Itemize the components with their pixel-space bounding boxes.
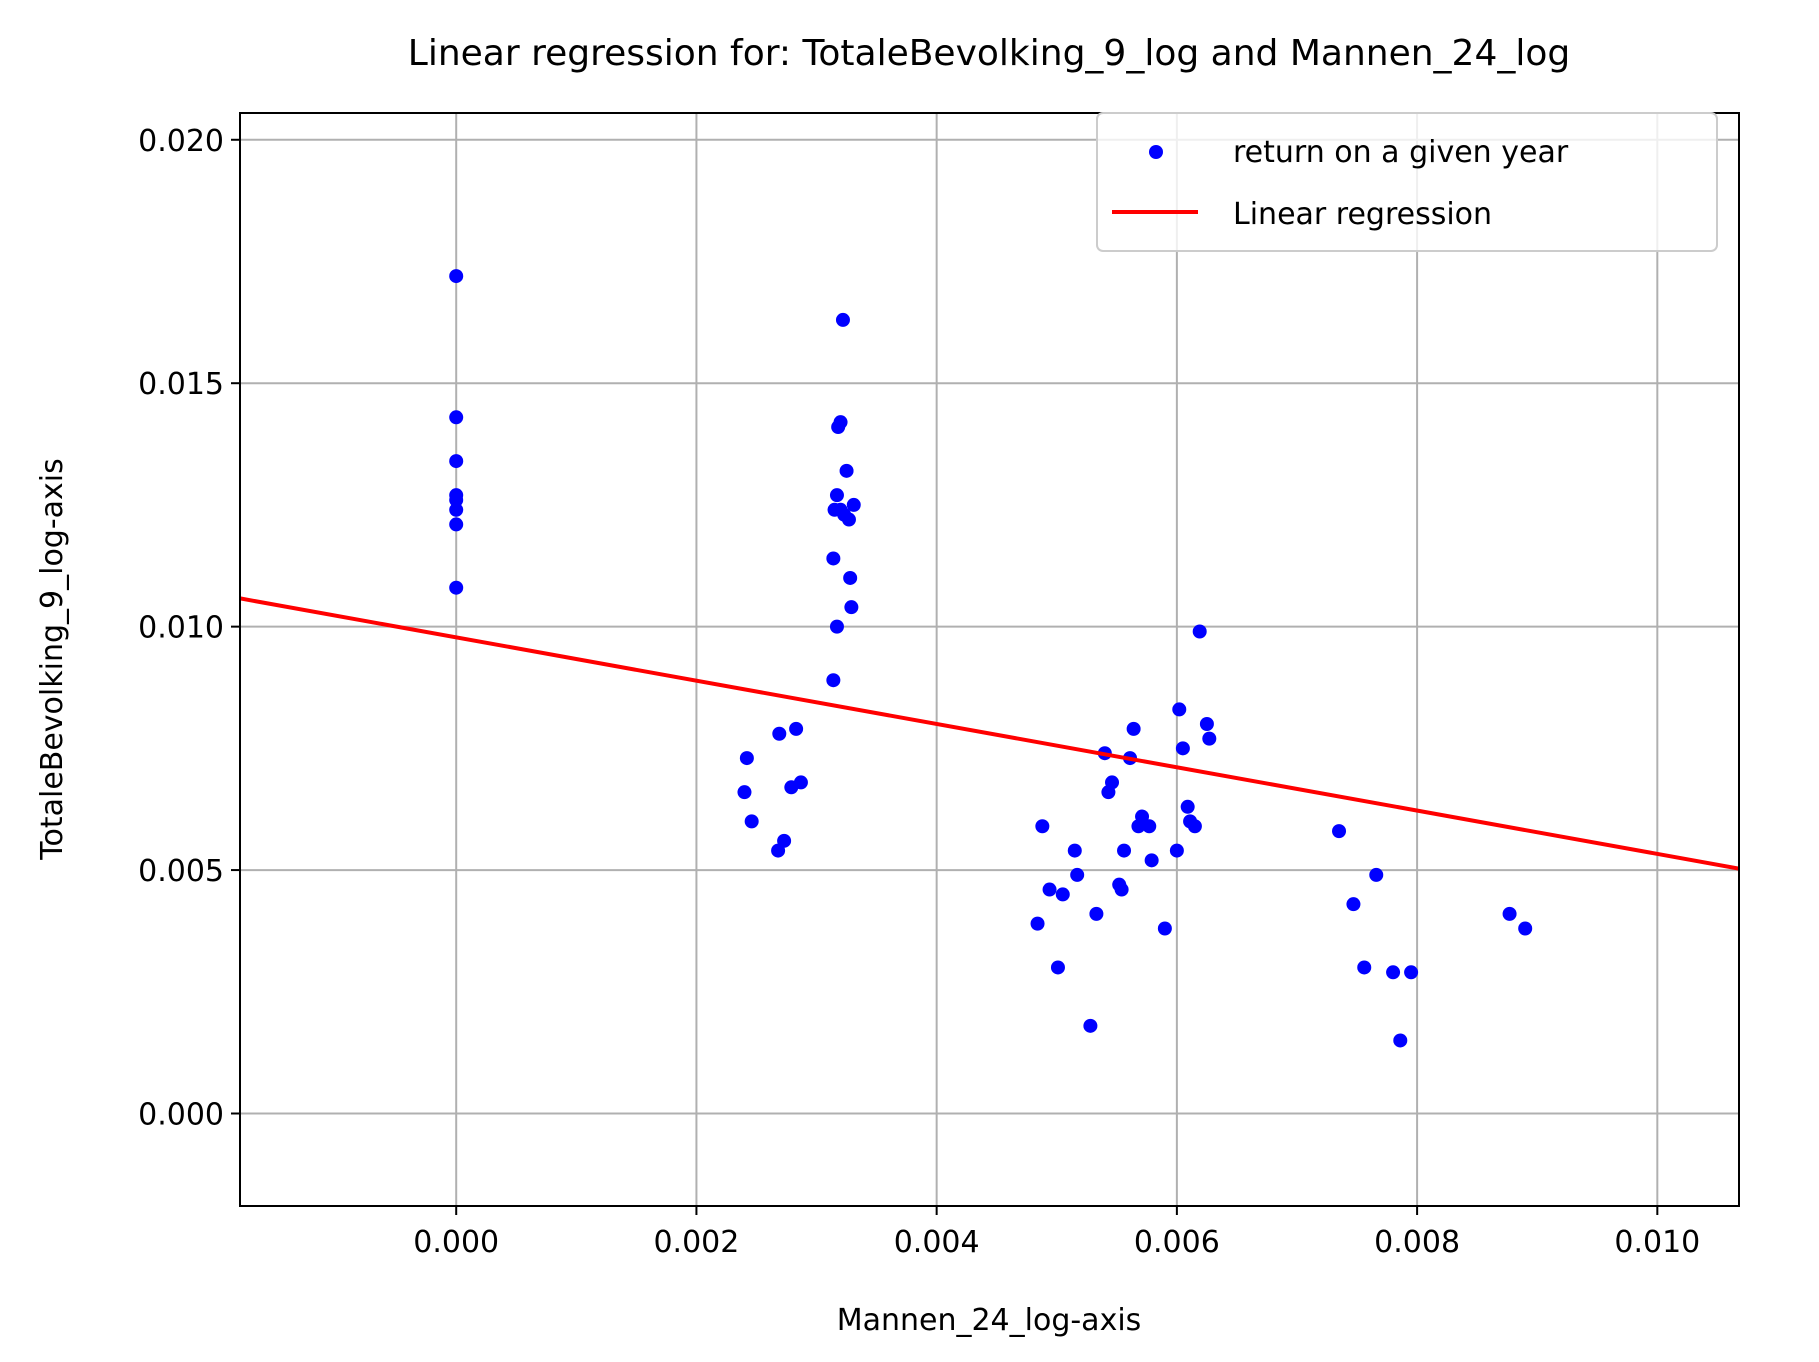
scatter-point bbox=[1144, 853, 1159, 868]
regression-line-series bbox=[240, 596, 1739, 871]
chart-title: Linear regression for: TotaleBevolking_9… bbox=[408, 33, 1570, 74]
scatter-series bbox=[449, 269, 1533, 1048]
scatter-point bbox=[826, 551, 841, 566]
scatter-point bbox=[1393, 1033, 1408, 1048]
scatter-point bbox=[1089, 906, 1104, 921]
scatter-point bbox=[784, 780, 799, 795]
x-axis-label: Mannen_24_log-axis bbox=[837, 1303, 1142, 1338]
scatter-point bbox=[1055, 887, 1070, 902]
scatter-point bbox=[1369, 867, 1384, 882]
scatter-point bbox=[744, 814, 759, 829]
scatter-point bbox=[1332, 824, 1347, 839]
scatter-point bbox=[1042, 882, 1057, 897]
scatter-point bbox=[1180, 799, 1195, 814]
y-axis-label: TotaleBevolking_9_log-axis bbox=[35, 458, 70, 861]
scatter-point bbox=[1035, 819, 1050, 834]
regression-line bbox=[240, 596, 1739, 871]
scatter-point bbox=[1357, 960, 1372, 975]
legend-box bbox=[1096, 112, 1718, 252]
scatter-point bbox=[1067, 843, 1082, 858]
x-tick-label: 0.000 bbox=[413, 1225, 499, 1260]
y-tick-label: 0.020 bbox=[138, 124, 224, 159]
plot-area bbox=[240, 269, 1739, 1048]
y-tick-label: 0.005 bbox=[138, 854, 224, 889]
scatter-point bbox=[1175, 741, 1190, 756]
legend-scatter-marker bbox=[1149, 145, 1163, 159]
scatter-point bbox=[449, 580, 464, 595]
scatter-point bbox=[1157, 921, 1172, 936]
scatter-point bbox=[844, 600, 859, 615]
legend-label-scatter: return on a given year bbox=[1233, 135, 1569, 170]
scatter-point bbox=[1172, 702, 1187, 717]
scatter-point bbox=[1030, 916, 1045, 931]
scatter-point bbox=[449, 517, 464, 532]
scatter-point bbox=[777, 833, 792, 848]
scatter-point bbox=[1169, 843, 1184, 858]
x-tick-label: 0.006 bbox=[1134, 1225, 1220, 1260]
scatter-point bbox=[1126, 721, 1141, 736]
scatter-point bbox=[829, 619, 844, 634]
scatter-point bbox=[829, 488, 844, 503]
scatter-point bbox=[737, 785, 752, 800]
x-tick-label: 0.008 bbox=[1374, 1225, 1460, 1260]
scatter-point bbox=[449, 410, 464, 425]
scatter-point bbox=[831, 420, 846, 435]
y-tick-label: 0.000 bbox=[138, 1097, 224, 1132]
scatter-point bbox=[1142, 819, 1157, 834]
scatter-point bbox=[449, 502, 464, 517]
x-tick-label: 0.010 bbox=[1614, 1225, 1700, 1260]
scatter-point bbox=[1199, 717, 1214, 732]
y-tick-label: 0.010 bbox=[138, 611, 224, 646]
scatter-point bbox=[1114, 882, 1129, 897]
y-tick-label: 0.015 bbox=[138, 367, 224, 402]
scatter-point bbox=[449, 269, 464, 284]
scatter-point bbox=[1386, 965, 1401, 980]
x-axis: 0.000 0.002 0.004 0.006 0.008 0.010 bbox=[413, 1206, 1700, 1260]
y-axis: 0.000 0.005 0.010 0.015 0.020 bbox=[138, 124, 240, 1132]
scatter-point bbox=[1518, 921, 1533, 936]
x-tick-label: 0.002 bbox=[653, 1225, 739, 1260]
x-tick-label: 0.004 bbox=[894, 1225, 980, 1260]
scatter-point bbox=[1083, 1018, 1098, 1033]
scatter-point bbox=[449, 454, 464, 469]
legend: return on a given year Linear regression bbox=[1096, 112, 1718, 252]
scatter-point bbox=[1202, 731, 1217, 746]
scatter-point bbox=[1101, 785, 1116, 800]
scatter-point bbox=[826, 673, 841, 688]
scatter-point bbox=[1131, 819, 1146, 834]
scatter-point bbox=[1404, 965, 1419, 980]
scatter-point bbox=[1070, 867, 1085, 882]
scatter-point bbox=[839, 463, 854, 478]
scatter-point bbox=[1346, 897, 1361, 912]
scatter-point bbox=[1187, 819, 1202, 834]
scatter-point bbox=[1192, 624, 1207, 639]
scatter-point bbox=[1117, 843, 1132, 858]
scatter-point bbox=[449, 493, 464, 508]
scatter-point bbox=[772, 726, 787, 741]
scatter-point bbox=[843, 570, 858, 585]
scatter-point bbox=[789, 721, 804, 736]
scatter-point bbox=[846, 497, 861, 512]
scatter-point bbox=[739, 751, 754, 766]
scatter-point bbox=[835, 312, 850, 327]
legend-label-regression: Linear regression bbox=[1233, 197, 1492, 232]
axes-frame bbox=[239, 112, 1740, 1207]
scatter-point bbox=[1050, 960, 1065, 975]
scatter-point bbox=[1502, 906, 1517, 921]
scatter-point bbox=[837, 507, 852, 522]
